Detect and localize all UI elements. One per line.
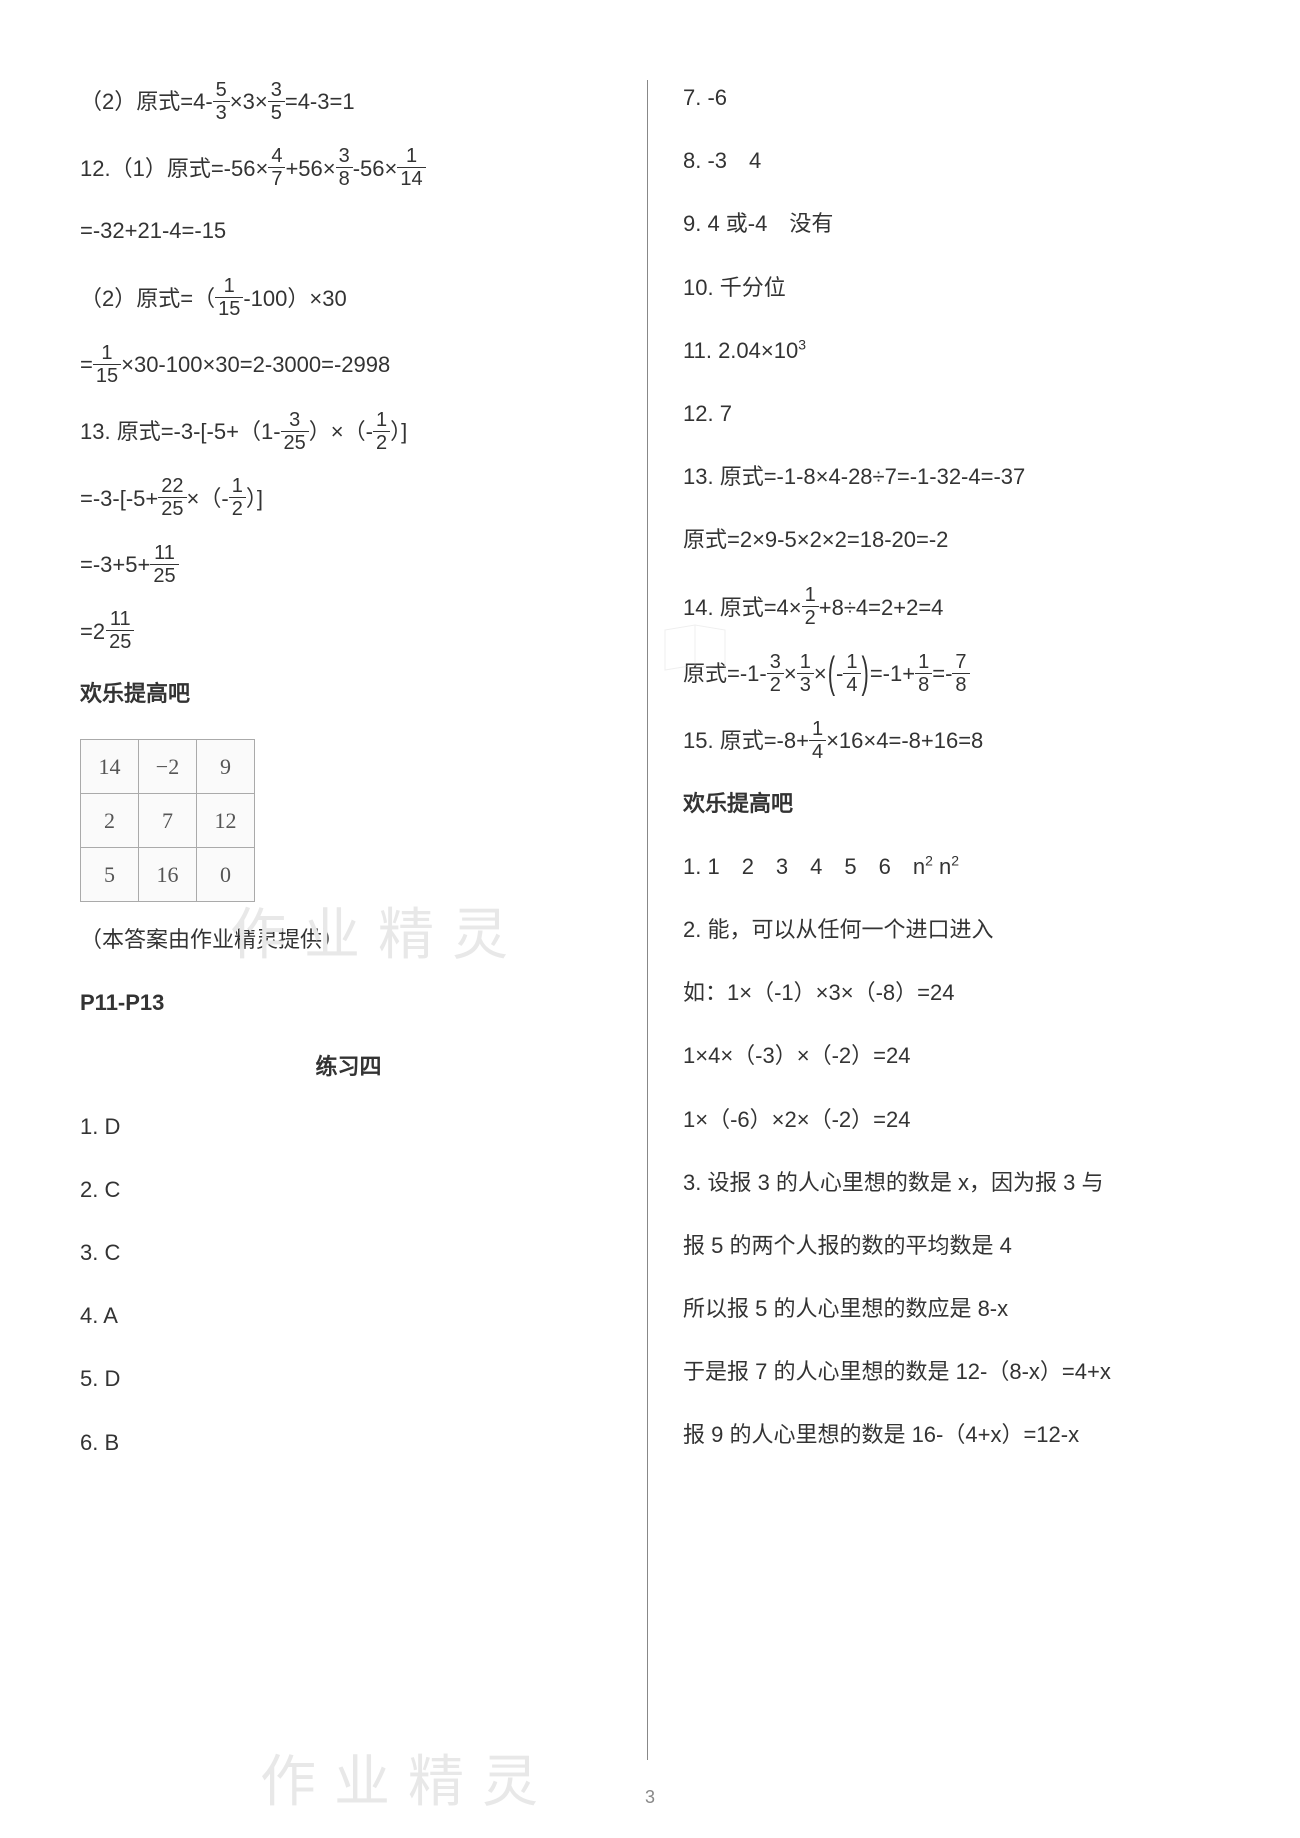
magic-square-table: 14−29 2712 5160	[80, 739, 255, 902]
answer-15: 15. 原式=-8+14×16×4=-8+16=8	[683, 719, 1220, 764]
page-range: P11-P13	[80, 985, 617, 1020]
happy-2d: 1×（-6）×2×（-2）=24	[683, 1102, 1220, 1137]
equation-13: 13. 原式=-3-[-5+（1-325）×（-12）]	[80, 410, 617, 455]
answer-3: 3. C	[80, 1235, 617, 1270]
happy-3d: 于是报 7 的人心里想的数是 12-（8-x）=4+x	[683, 1354, 1220, 1389]
equation-13d: =21125	[80, 610, 617, 654]
answer-1: 1. D	[80, 1109, 617, 1144]
equation-12-1: 12.（1）原式=-56×47+56×38-56×114	[80, 147, 617, 192]
answer-14b: 原式=-1-32×13×(-14)=-1+18=-78	[683, 652, 1220, 697]
right-column: 7. -6 8. -3 4 9. 4 或-4 没有 10. 千分位 11. 2.…	[648, 80, 1250, 1760]
happy-3c: 所以报 5 的人心里想的数应是 8-x	[683, 1291, 1220, 1326]
happy-3e: 报 9 的人心里想的数是 16-（4+x）=12-x	[683, 1417, 1220, 1452]
equation-11-2: （2）原式=4-53×3×35=4-3=1	[80, 80, 617, 125]
happy-2c: 1×4×（-3）×（-2）=24	[683, 1038, 1220, 1073]
credit-text: （本答案由作业精灵提供）	[80, 922, 617, 957]
answer-13b: 原式=2×9-5×2×2=18-20=-2	[683, 522, 1220, 557]
answer-6: 6. B	[80, 1425, 617, 1460]
answer-11: 11. 2.04×103	[683, 333, 1220, 368]
two-column-layout: （2）原式=4-53×3×35=4-3=1 12.（1）原式=-56×47+56…	[50, 80, 1250, 1760]
left-column: （2）原式=4-53×3×35=4-3=1 12.（1）原式=-56×47+56…	[50, 80, 648, 1760]
answer-12: 12. 7	[683, 396, 1220, 431]
happy-3b: 报 5 的两个人报的数的平均数是 4	[683, 1228, 1220, 1263]
answer-7: 7. -6	[683, 80, 1220, 115]
section-happy-left: 欢乐提高吧	[80, 676, 617, 711]
happy-3a: 3. 设报 3 的人心里想的数是 x，因为报 3 与	[683, 1165, 1220, 1200]
equation-13b: =-3-[-5+2225×（-12）]	[80, 477, 617, 522]
answer-14a: 14. 原式=4×12+8÷4=2+2=4	[683, 586, 1220, 631]
answer-4: 4. A	[80, 1298, 617, 1333]
equation-13c: =-3+5+1125	[80, 543, 617, 588]
section-happy-right: 欢乐提高吧	[683, 786, 1220, 821]
answer-8: 8. -3 4	[683, 143, 1220, 178]
page-number: 3	[645, 1787, 655, 1808]
equation-12-2: （2）原式=（115-100）×30	[80, 277, 617, 322]
equation-12-2b: =115×30-100×30=2-3000=-2998	[80, 343, 617, 388]
answer-13a: 13. 原式=-1-8×4-28÷7=-1-32-4=-37	[683, 459, 1220, 494]
answer-9: 9. 4 或-4 没有	[683, 206, 1220, 241]
happy-2: 2. 能，可以从任何一个进口进入	[683, 912, 1220, 947]
equation-12-1b: =-32+21-4=-15	[80, 213, 617, 248]
answer-10: 10. 千分位	[683, 270, 1220, 305]
exercise-4-title: 练习四	[80, 1049, 617, 1081]
answer-5: 5. D	[80, 1361, 617, 1396]
happy-2b: 如：1×（-1）×3×（-8）=24	[683, 975, 1220, 1010]
happy-1: 1. 1 2 3 4 5 6 n2 n2	[683, 849, 1220, 884]
answer-2: 2. C	[80, 1172, 617, 1207]
